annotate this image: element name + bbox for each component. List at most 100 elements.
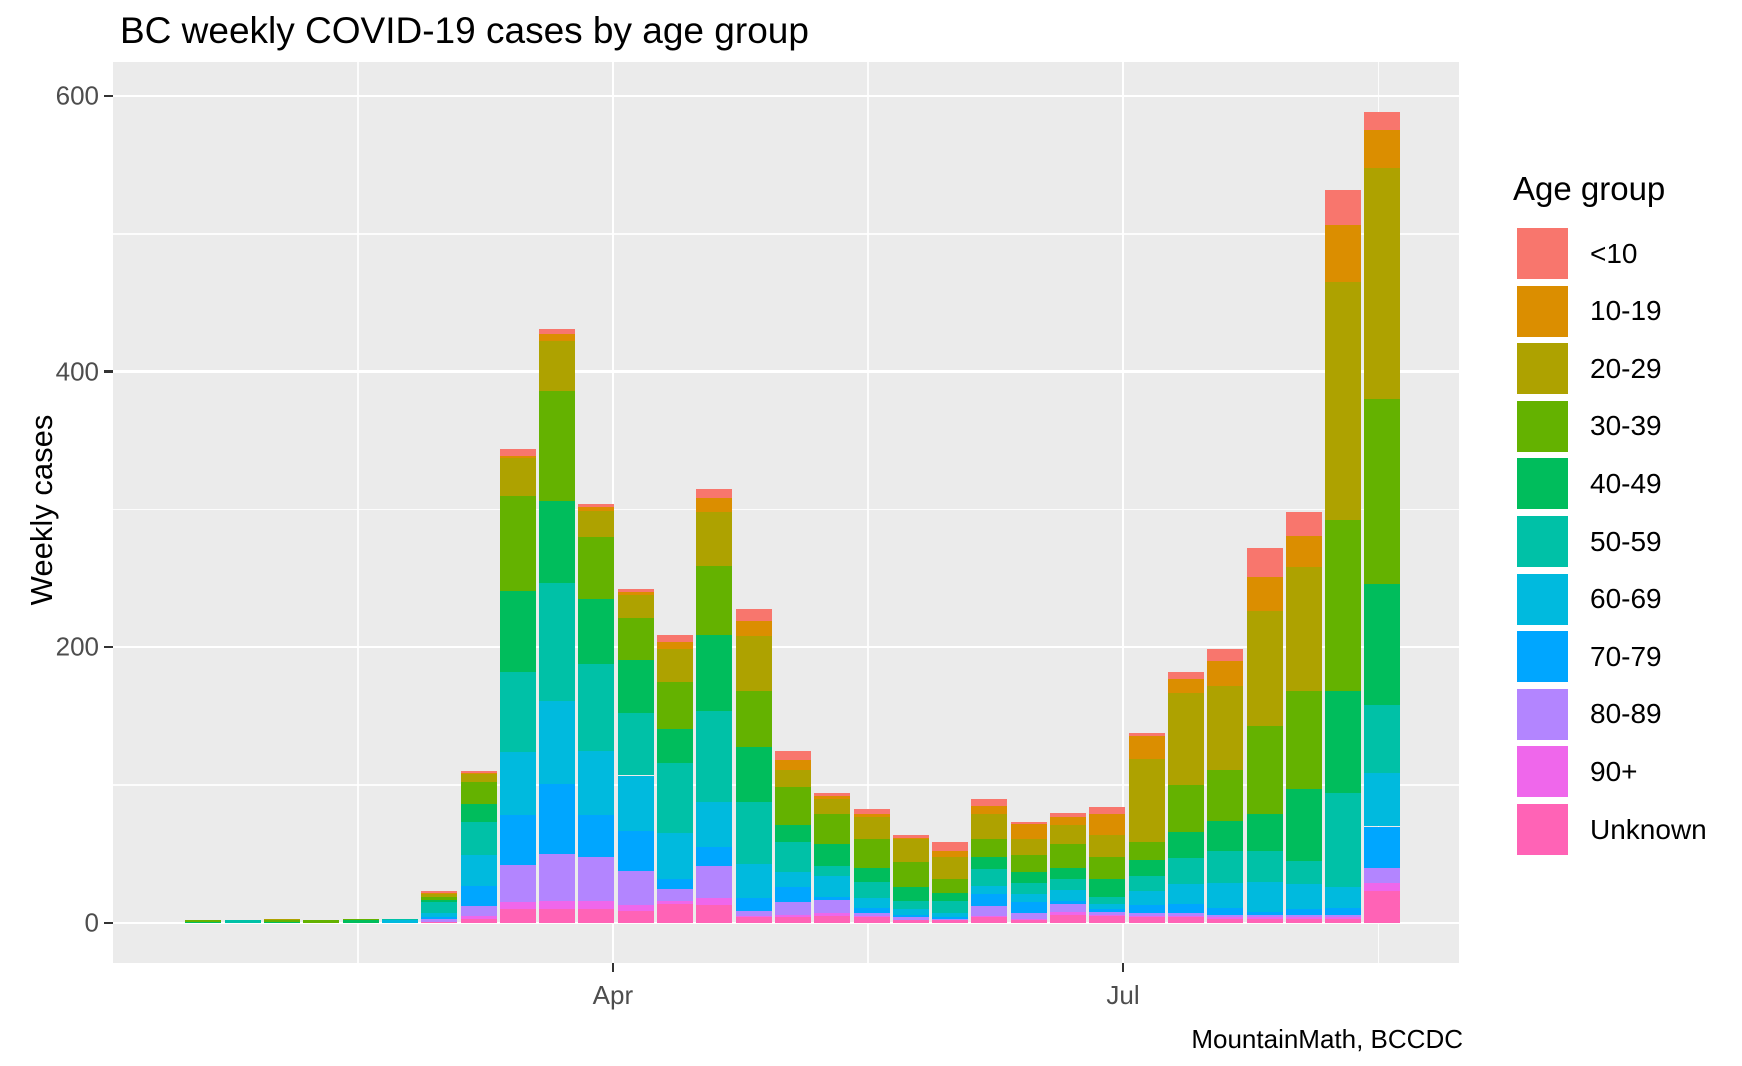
bar-week-25-seg-1019 [1128,735,1165,759]
bar-week-19-seg-10 [892,834,929,838]
bar-week-30-seg-7079 [1325,907,1362,915]
bar-week-26-seg-6069 [1167,884,1204,904]
bar-week-21-seg-8089 [971,906,1008,917]
bar-week-8-seg-1019 [460,772,497,775]
bar-week-27-seg-90 [1207,917,1244,919]
bar-week-12-seg-5059 [617,713,654,776]
y-tick-mark [104,646,113,649]
bar-week-21-seg-1019 [971,805,1008,815]
bar-week-16-seg-5059 [774,841,811,872]
bar-week-9-seg-2029 [499,458,536,496]
bar-week-27-seg-5059 [1207,851,1244,884]
bar-week-31-seg-5059 [1364,705,1401,773]
bar-week-29-seg-2029 [1285,567,1322,692]
bar-week-17-seg-6069 [814,876,851,897]
bar-week-8-seg-8089 [460,906,497,917]
bar-week-12-seg-3039 [617,618,654,660]
bar-week-21-seg-6069 [971,885,1008,895]
bar-week-20-seg-Unknown [932,920,969,923]
bar-week-10-seg-8089 [539,854,576,901]
bar-week-28-seg-10 [1246,548,1283,577]
bar-week-19-seg-1019 [892,837,929,839]
bar-week-16-seg-90 [774,914,811,918]
bar-week-22-seg-7079 [1010,902,1047,914]
bar-week-29-seg-8089 [1285,914,1322,918]
y-tick-label: 200 [55,631,99,662]
bar-week-25-seg-8089 [1128,913,1165,917]
bar-week-15-seg-5059 [735,801,772,864]
bar-week-5-seg-4049 [342,920,379,923]
bar-week-5-seg-3039 [342,918,379,921]
bar-week-23-seg-Unknown [1050,914,1086,923]
bar-week-11-seg-1019 [578,506,615,511]
bar-week-29-seg-90 [1285,917,1322,919]
bar-week-12-seg-Unknown [617,910,654,923]
bar-week-9-seg-Unknown [499,909,536,923]
legend-swatch-icon [1517,400,1568,452]
bar-week-20-seg-1019 [932,851,969,857]
y-tick-label: 600 [55,80,99,111]
bar-week-4-seg-3039 [303,920,340,923]
bar-week-18-seg-1019 [853,814,890,817]
bar-week-14-seg-7079 [696,847,733,867]
bar-week-24-seg-3039 [1089,856,1126,879]
bar-week-22-seg-3039 [1010,855,1047,872]
bar-week-16-seg-7079 [774,887,811,903]
bar-week-9-seg-3039 [499,495,536,591]
bar-week-7-seg-6069 [421,913,458,918]
bar-week-14-seg-6069 [696,801,733,848]
bar-week-21-seg-3039 [971,838,1008,857]
bar-week-11-seg-Unknown [578,909,615,923]
bar-week-9-seg-6069 [499,752,536,816]
bar-week-30-seg-Unknown [1325,918,1362,923]
legend-item-5059: 50-59 [1513,516,1742,567]
bar-week-9-seg-7079 [499,815,536,866]
bar-week-9-seg-4049 [499,590,536,673]
bar-week-25-seg-3039 [1128,841,1165,860]
bar-week-31-seg-90 [1364,883,1401,892]
bar-week-12-seg-1019 [617,592,654,595]
bar-week-28-seg-3039 [1246,725,1283,815]
y-tick-mark [104,370,113,373]
bar-week-3-seg-4049 [264,921,300,923]
bar-week-11-seg-90 [578,900,615,910]
bar-week-7-seg-5059 [421,902,458,914]
bar-week-30-seg-3039 [1325,520,1362,692]
bar-week-16-seg-4049 [774,825,811,842]
bar-week-17-seg-Unknown [814,916,851,923]
legend-label: 50-59 [1590,525,1662,557]
x-tick-mark [611,963,615,972]
bar-week-18-seg-90 [853,916,890,918]
bar-week-12-seg-6069 [617,775,654,831]
bar-week-23-seg-5059 [1050,878,1086,890]
bar-week-27-seg-7079 [1207,907,1244,915]
bar-week-24-seg-90 [1089,914,1126,917]
bar-week-26-seg-7079 [1167,903,1204,914]
bar-week-26-seg-5059 [1167,858,1204,885]
bar-week-13-seg-3039 [657,681,693,729]
bar-week-31-seg-1019 [1364,130,1401,168]
bar-week-28-seg-7079 [1246,911,1283,915]
bar-week-17-seg-90 [814,913,851,917]
x-tick-label: Apr [592,980,634,1010]
bar-week-11-seg-7079 [578,815,615,857]
bar-week-14-seg-10 [696,488,733,499]
legend-label: <10 [1590,237,1638,269]
legend-item-Unknown: Unknown [1513,804,1742,855]
bar-week-20-seg-6069 [932,913,969,918]
bar-week-24-seg-7079 [1089,909,1126,912]
bar-week-10-seg-10 [539,328,576,335]
bar-week-22-seg-90 [1010,918,1047,921]
bar-week-13-seg-Unknown [657,903,693,923]
bar-week-11-seg-2029 [578,510,615,538]
bar-week-17-seg-8089 [814,899,851,914]
bar-week-11-seg-5059 [578,663,615,751]
bar-week-15-seg-2029 [735,636,772,692]
bar-week-20-seg-7079 [932,917,969,919]
bar-week-15-seg-1019 [735,621,772,637]
bar-week-9-seg-1019 [499,455,536,459]
bar-week-14-seg-1019 [696,498,733,513]
bar-week-8-seg-90 [460,916,497,919]
bar-week-29-seg-7079 [1285,909,1322,915]
bar-week-28-seg-1019 [1246,576,1283,612]
